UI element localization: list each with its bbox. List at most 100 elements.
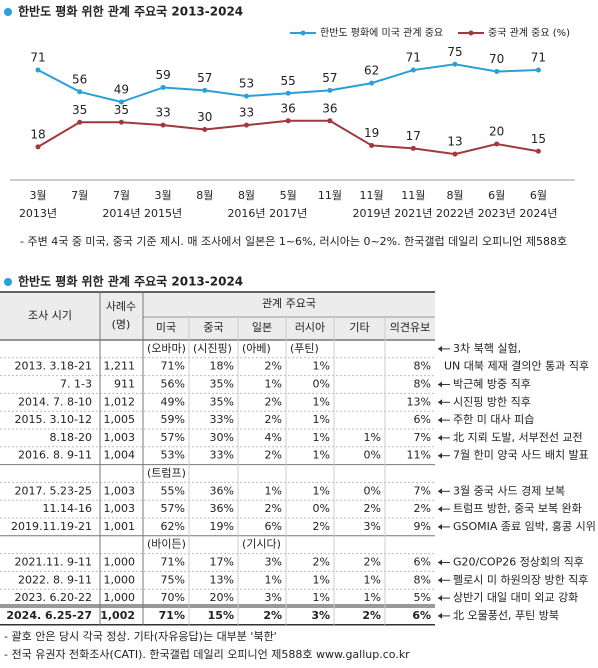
table-cell: 9% bbox=[414, 520, 431, 533]
point bbox=[535, 148, 541, 154]
annotation-arrowhead bbox=[438, 345, 442, 352]
x-tick-year: 2015년 bbox=[144, 207, 182, 220]
table-cell: 1% bbox=[313, 591, 330, 604]
table-cell: 8% bbox=[414, 573, 431, 586]
table-cell: 33% bbox=[210, 413, 234, 426]
x-tick-year: 2014년 bbox=[102, 207, 140, 220]
table-cell: 62% bbox=[161, 520, 185, 533]
annotation-arrowhead bbox=[438, 381, 442, 388]
table-cell: 17% bbox=[210, 556, 234, 569]
table-note: - 전국 유권자 전화조사(CATI). 한국갤럽 데일리 오피니언 제588호… bbox=[4, 647, 410, 661]
table-cell: 2% bbox=[364, 502, 381, 515]
annotation: 北 지뢰 도발, 서부전선 교전 bbox=[453, 431, 583, 444]
data-label: 33 bbox=[155, 106, 170, 120]
table-cell: 2% bbox=[263, 609, 282, 622]
x-tick-label: 11월 bbox=[318, 189, 342, 202]
table-cell: 1% bbox=[265, 484, 282, 497]
header-bg bbox=[0, 292, 435, 340]
table-cell: 7% bbox=[414, 484, 431, 497]
data-label: 62 bbox=[364, 64, 379, 78]
annotation-arrowhead bbox=[438, 577, 442, 584]
table-cell: 2% bbox=[265, 449, 282, 462]
leader-cell: (아베) bbox=[242, 342, 271, 355]
x-tick-year: 2024년 bbox=[519, 207, 557, 220]
x-tick-label: 6월 bbox=[530, 189, 547, 202]
table-cell: 1% bbox=[364, 431, 381, 444]
annotation: 시진핑 방한 직후 bbox=[453, 395, 531, 408]
point bbox=[327, 87, 333, 93]
x-tick-year: 2023년 bbox=[478, 207, 516, 220]
point bbox=[494, 69, 500, 74]
table-cell: 11% bbox=[407, 449, 431, 462]
table-cell: 2021.11. 9-11 bbox=[15, 556, 92, 569]
table-cell: 8% bbox=[414, 378, 431, 391]
x-tick-year: 2019년 bbox=[353, 207, 391, 220]
table-cell: 8% bbox=[414, 360, 431, 373]
point bbox=[285, 118, 291, 124]
data-label: 30 bbox=[197, 110, 212, 124]
header: 조사 시기 bbox=[28, 309, 72, 322]
table-cell: 49% bbox=[161, 395, 185, 408]
data-label: 35 bbox=[114, 103, 129, 117]
x-tick-label: 8월 bbox=[446, 189, 463, 202]
table-cell: 20% bbox=[210, 591, 234, 604]
series-line bbox=[37, 119, 539, 156]
table-title: 한반도 평화 위한 관계 주요국 2013-2024 bbox=[18, 274, 243, 289]
x-tick-label: 11월 bbox=[401, 189, 425, 202]
header: 의견유보 bbox=[390, 321, 430, 334]
point bbox=[244, 93, 249, 99]
table-cell: 1% bbox=[313, 413, 330, 426]
annotation-arrowhead bbox=[438, 506, 442, 513]
data-label: 71 bbox=[531, 51, 546, 65]
point bbox=[327, 118, 333, 124]
table-cell: 71% bbox=[161, 360, 185, 373]
x-tick-year: 2017년 bbox=[269, 207, 307, 220]
annotation-arrowhead bbox=[438, 612, 442, 619]
leader-cell: (오바마) bbox=[147, 342, 186, 355]
table-cell: 6% bbox=[414, 556, 431, 569]
table-cell: 1,000 bbox=[104, 591, 136, 604]
point bbox=[244, 122, 249, 128]
x-tick-label: 6월 bbox=[488, 189, 505, 202]
x-tick-year: 2022년 bbox=[436, 207, 474, 220]
chart-note: - 주변 4국 중 미국, 중국 기준 제시. 매 조사에서 일본은 1~6%,… bbox=[20, 234, 567, 248]
table-cell: 59% bbox=[161, 413, 185, 426]
table-cell: 1% bbox=[364, 573, 381, 586]
table-cell: 1% bbox=[313, 360, 330, 373]
table-cell: 2% bbox=[313, 556, 330, 569]
annotation-arrowhead bbox=[438, 595, 442, 602]
table-cell: 1% bbox=[313, 573, 330, 586]
table-cell: 35% bbox=[210, 395, 234, 408]
table-cell: 1,012 bbox=[104, 395, 136, 408]
x-tick-year: 2013년 bbox=[19, 207, 57, 220]
annotation-arrowhead bbox=[438, 417, 442, 424]
table-cell: 1% bbox=[313, 449, 330, 462]
header: 일본 bbox=[252, 320, 272, 334]
header: 관계 주요국 bbox=[262, 297, 316, 310]
table-cell: 7. 1-3 bbox=[60, 378, 92, 391]
table-cell: 2% bbox=[414, 502, 431, 515]
point bbox=[118, 99, 124, 105]
table-cell: 1,000 bbox=[104, 556, 136, 569]
data-label: 56 bbox=[72, 72, 87, 86]
table-cell: 5% bbox=[414, 591, 431, 604]
annotation: GSOMIA 종료 임박, 홍콩 시위 bbox=[453, 519, 596, 533]
x-tick-label: 3월 bbox=[29, 189, 46, 202]
table-cell: 1,211 bbox=[104, 360, 136, 373]
point bbox=[369, 80, 375, 86]
data-label: 55 bbox=[281, 74, 296, 88]
annotation: 트럼프 방한, 중국 보복 완화 bbox=[453, 502, 582, 515]
legend-label: 중국 관계 중요 (%) bbox=[488, 27, 570, 39]
table-cell: 57% bbox=[161, 502, 185, 515]
table-cell: 1,000 bbox=[104, 573, 136, 586]
table-cell: 18% bbox=[210, 360, 234, 373]
annotation-arrowhead bbox=[438, 559, 442, 566]
table-cell: 1,003 bbox=[104, 431, 136, 444]
table-cell: 55% bbox=[161, 484, 185, 497]
data-label: 19 bbox=[364, 126, 379, 140]
point bbox=[160, 84, 166, 90]
table-cell: 19% bbox=[210, 520, 234, 533]
table-cell: 2% bbox=[265, 413, 282, 426]
table-cell: 2% bbox=[265, 360, 282, 373]
table-cell: 6% bbox=[412, 609, 431, 622]
